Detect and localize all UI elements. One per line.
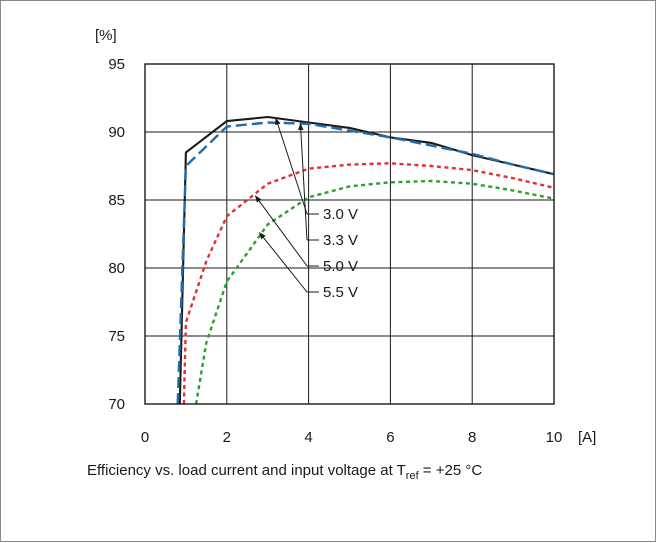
- x-tick-label-3: 6: [386, 429, 394, 446]
- y-tick-label-1: 75: [108, 328, 125, 345]
- x-tick-label-0: 0: [141, 429, 149, 446]
- y-tick-label-4: 90: [108, 124, 125, 141]
- series-line-3-0-V: [178, 115, 554, 404]
- annotation-arrow-1: [297, 123, 308, 241]
- series-layer: [176, 115, 554, 404]
- annotation-label-0: 3.0 V: [323, 206, 358, 223]
- x-tick-label-2: 4: [304, 429, 312, 446]
- grid-lines: [145, 64, 554, 404]
- caption-subscript: ref: [406, 470, 420, 482]
- annotation-arrow-2: [255, 195, 308, 267]
- y-tick-label-2: 80: [108, 260, 125, 277]
- series-line-5-0-V: [182, 162, 554, 404]
- annotation-label-2: 5.0 V: [323, 258, 358, 275]
- x-tick-label-1: 2: [223, 429, 231, 446]
- y-tick-label-0: 70: [108, 396, 125, 413]
- tick-labels: 0 2 4 6 8 10 70 75 80 85 90 95: [108, 56, 562, 446]
- series-line-5-5-V: [194, 179, 554, 404]
- y-tick-label-3: 85: [108, 192, 125, 209]
- annotation-arrow-3: [259, 232, 308, 293]
- caption-suffix: = +25 °C: [419, 462, 483, 479]
- caption-prefix: Efficiency vs. load current and input vo…: [87, 462, 406, 479]
- annotation-arrow-0: [275, 117, 308, 215]
- y-tick-label-5: 95: [108, 56, 125, 73]
- annotation-layer: 3.0 V 3.3 V 5.0 V 5.5 V: [255, 117, 358, 301]
- x-tick-label-4: 8: [468, 429, 476, 446]
- x-axis-unit-label: [A]: [578, 429, 596, 446]
- y-axis-unit-label: [%]: [95, 27, 117, 44]
- x-tick-label-5: 10: [546, 429, 563, 446]
- chart-caption: Efficiency vs. load current and input vo…: [87, 462, 482, 482]
- plot-area-border: [144, 63, 555, 405]
- annotation-label-1: 3.3 V: [323, 232, 358, 249]
- annotation-label-3: 5.5 V: [323, 284, 358, 301]
- series-line-3-3-V: [176, 121, 554, 404]
